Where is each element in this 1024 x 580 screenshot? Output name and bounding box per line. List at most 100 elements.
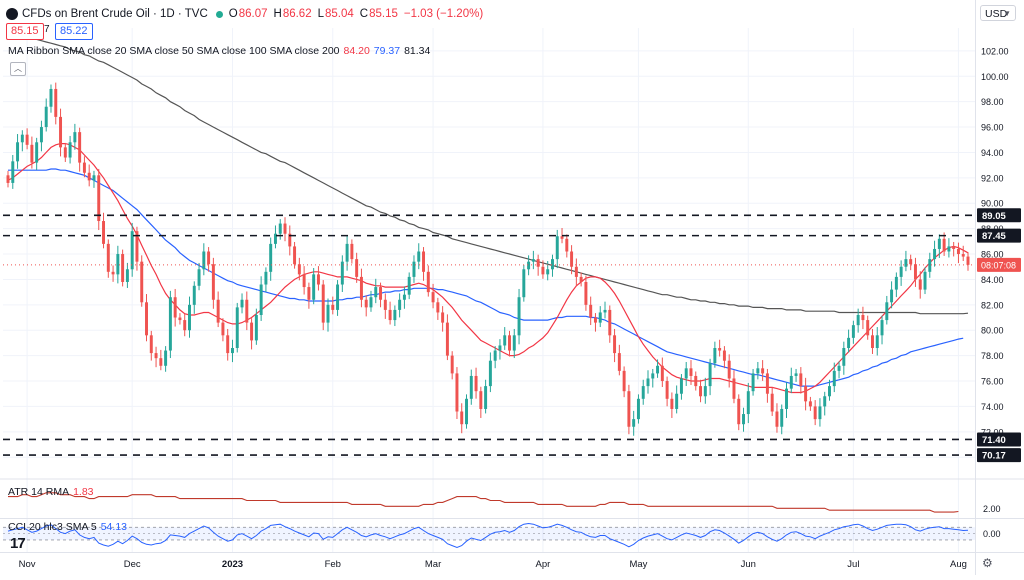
collapse-legend-button[interactable]: ︿ bbox=[10, 62, 26, 76]
candle bbox=[331, 296, 335, 315]
candle-body bbox=[823, 396, 827, 407]
candle-body bbox=[97, 175, 101, 222]
candle bbox=[694, 371, 698, 391]
sell-price-button[interactable]: 85.15 bbox=[6, 23, 44, 40]
candle-body bbox=[761, 368, 765, 374]
gear-icon[interactable]: ⚙ bbox=[982, 556, 993, 570]
candle-body bbox=[684, 368, 688, 379]
candle bbox=[302, 266, 306, 295]
candle-body bbox=[283, 223, 287, 234]
candle-body bbox=[54, 88, 58, 117]
time-axis: Nov Dec 2023 Feb Mar Apr May Jun Jul Aug bbox=[19, 559, 967, 570]
candle-body bbox=[355, 259, 359, 277]
atr-path bbox=[8, 492, 959, 513]
atr-legend[interactable]: ATR 14 RMA 1.83 bbox=[8, 486, 98, 498]
candle bbox=[278, 219, 282, 240]
candle-body bbox=[59, 116, 63, 148]
candle-body bbox=[942, 238, 946, 252]
candle bbox=[608, 305, 612, 343]
symbol-logo-icon[interactable] bbox=[6, 8, 18, 20]
candle bbox=[398, 293, 402, 318]
candle bbox=[407, 272, 411, 300]
candle bbox=[684, 361, 688, 386]
candle bbox=[97, 168, 101, 231]
candle-body bbox=[813, 406, 817, 420]
candle-body bbox=[331, 304, 335, 310]
candle bbox=[140, 255, 144, 307]
candle-body bbox=[140, 261, 144, 303]
candle bbox=[207, 247, 211, 272]
candle bbox=[20, 130, 24, 152]
candle bbox=[374, 278, 378, 304]
candle bbox=[340, 255, 344, 293]
candle bbox=[216, 291, 220, 328]
candle-body bbox=[183, 320, 187, 331]
candle bbox=[670, 392, 674, 418]
candle bbox=[336, 280, 340, 316]
price-tick-label: 100.00 bbox=[981, 72, 1009, 82]
candle-body bbox=[436, 302, 440, 313]
candle-body bbox=[73, 132, 77, 143]
candle-body bbox=[30, 144, 34, 163]
candle bbox=[355, 252, 359, 283]
candle bbox=[799, 367, 803, 394]
candle bbox=[598, 306, 602, 328]
candle-body bbox=[49, 88, 53, 107]
candle-body bbox=[68, 142, 72, 158]
candle-body bbox=[230, 348, 234, 354]
candle-body bbox=[894, 276, 898, 290]
candle bbox=[293, 241, 297, 269]
currency-selector[interactable]: USD ▼ bbox=[980, 5, 1016, 21]
candle bbox=[465, 394, 468, 429]
cci-legend[interactable]: CCI 20 hlc3 SMA 5 54.13 bbox=[8, 521, 131, 533]
candle bbox=[617, 344, 621, 376]
candle bbox=[589, 296, 593, 326]
candle-body bbox=[259, 284, 263, 315]
candle bbox=[307, 282, 311, 309]
candle-body bbox=[102, 221, 106, 244]
candle bbox=[641, 379, 645, 405]
candle bbox=[154, 346, 158, 368]
candle-body bbox=[321, 284, 325, 323]
candle-body bbox=[307, 287, 311, 300]
tradingview-logo-icon[interactable]: 17 bbox=[10, 535, 26, 552]
level-axis-badge bbox=[977, 228, 1021, 243]
candle-body bbox=[765, 373, 769, 394]
candle bbox=[30, 136, 34, 169]
buy-price-button[interactable]: 85.22 bbox=[55, 23, 93, 40]
candle bbox=[59, 108, 63, 157]
candle bbox=[861, 306, 865, 330]
candle-body bbox=[593, 317, 597, 323]
sma-20-value: 84.20 bbox=[343, 45, 370, 57]
candle bbox=[412, 255, 416, 283]
candle-body bbox=[431, 292, 435, 303]
symbol-title[interactable]: CFDs on Brent Crude Oil · 1D · TVC bbox=[22, 8, 208, 20]
candle-body bbox=[966, 256, 970, 265]
candle bbox=[890, 281, 894, 309]
candle bbox=[880, 315, 884, 345]
candle-body bbox=[407, 276, 411, 295]
candle-body bbox=[316, 274, 320, 285]
candle bbox=[259, 276, 263, 321]
ma-ribbon-legend[interactable]: MA Ribbon SMA close 20 SMA close 50 SMA … bbox=[8, 45, 434, 57]
candle bbox=[727, 354, 731, 388]
candle bbox=[909, 254, 913, 271]
candle-body bbox=[885, 302, 889, 321]
candle-body bbox=[379, 287, 383, 300]
candle bbox=[703, 377, 707, 404]
candle bbox=[149, 330, 153, 361]
candle bbox=[837, 361, 841, 379]
candle-body bbox=[207, 251, 211, 265]
candle-body bbox=[269, 243, 273, 272]
candle bbox=[899, 260, 903, 286]
ohlc-high-key: H bbox=[273, 8, 282, 20]
candle bbox=[565, 234, 569, 258]
candle bbox=[646, 370, 650, 394]
atr-value: 1.83 bbox=[73, 486, 94, 498]
candle bbox=[240, 293, 244, 314]
candle bbox=[135, 226, 139, 271]
candle bbox=[450, 351, 454, 380]
